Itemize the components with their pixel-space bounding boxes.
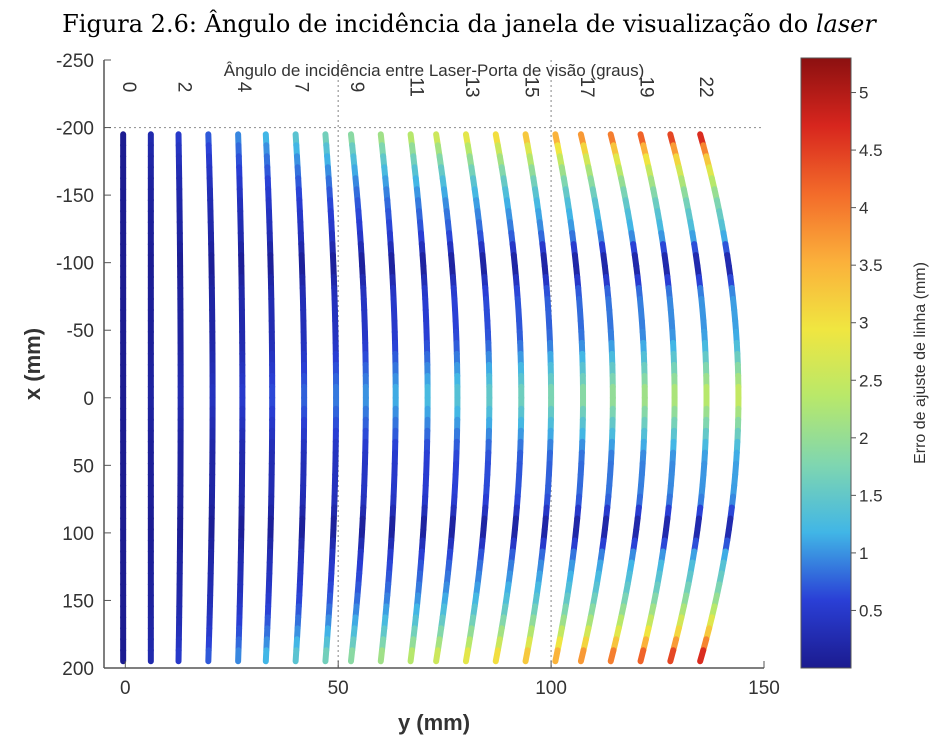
curve-segment: [322, 647, 330, 665]
curve-segment: [407, 647, 415, 665]
curve-15: [552, 131, 587, 665]
curve-label-22: 22: [695, 76, 716, 97]
curve-segment: [462, 647, 471, 665]
curve-20: [697, 131, 742, 665]
curve-label-9: 9: [346, 82, 367, 93]
curve-label-15: 15: [521, 76, 542, 97]
colorbar-tick-label-1.5: 1.5: [859, 486, 883, 505]
figure-caption: Figura 2.6: Ângulo de incidência da jane…: [0, 10, 938, 38]
colorbar-tick-label-3: 3: [859, 314, 868, 333]
curve-segment: [637, 647, 647, 665]
curve-9: [377, 131, 399, 665]
y-tick-label-200: 200: [62, 659, 94, 680]
curve-segment: [552, 647, 561, 665]
y-tick-label-50: 50: [73, 456, 94, 477]
colorbar-tick-label-0.5: 0.5: [859, 601, 883, 620]
curve-segment: [377, 647, 385, 665]
colorbar-label: Erro de ajuste de linha (mm): [912, 262, 929, 464]
curve-7: [322, 131, 340, 665]
curve-segment: [577, 647, 587, 665]
curve-label-13: 13: [461, 76, 482, 97]
x-tick-label-150: 150: [748, 678, 780, 699]
colorbar-tick-label-4: 4: [859, 199, 868, 218]
curve-6: [292, 131, 308, 665]
colorbar-tick-label-2.5: 2.5: [859, 371, 883, 390]
y-tick-label--50: -50: [67, 321, 94, 342]
y-tick-label--200: -200: [56, 119, 94, 140]
curve-14: [522, 131, 555, 665]
curve-segment: [697, 647, 707, 665]
curve-18: [637, 131, 678, 665]
chart-title: Ângulo de incidência entre Laser-Porta d…: [224, 61, 645, 80]
curve-5: [262, 131, 276, 665]
colorbar: 0.5 1 1.5 2 2.5 3 3.5 4 4.5 5: [800, 57, 883, 669]
curve-segment: [522, 647, 531, 665]
colorbar-tick-label-4.5: 4.5: [859, 141, 883, 160]
y-tick-label--150: -150: [56, 186, 94, 207]
curve-labels: 0 2 4 7 9 11 13 15 17 19 22: [118, 76, 716, 97]
x-tick-label-50: 50: [328, 678, 349, 699]
y-tick-label-100: 100: [62, 524, 94, 545]
curve-16: [577, 131, 616, 665]
colorbar-tick-label-3.5: 3.5: [859, 256, 883, 275]
grid-lines: [104, 60, 764, 668]
caption-emphasis: laser: [815, 10, 876, 38]
curve-17: [607, 131, 648, 665]
curve-label-7: 7: [291, 82, 312, 93]
curve-segment: [667, 647, 677, 665]
curve-19: [667, 131, 710, 665]
curve-2: [175, 131, 184, 665]
curve-label-0: 0: [118, 82, 139, 93]
curve-segment: [292, 647, 300, 665]
curve-label-19: 19: [636, 76, 657, 97]
y-tick-label-0: 0: [83, 389, 94, 410]
colorbar-tick-label-5: 5: [859, 84, 868, 103]
curves: [120, 131, 742, 665]
curve-4: [235, 131, 246, 665]
curve-label-2: 2: [174, 82, 195, 93]
curve-label-11: 11: [406, 77, 427, 97]
curve-segment: [607, 647, 617, 665]
curve-segment: [433, 647, 441, 665]
curve-8: [347, 131, 369, 665]
curve-segment: [262, 647, 270, 665]
curve-label-17: 17: [576, 76, 597, 97]
curve-12: [462, 131, 493, 665]
curve-11: [433, 131, 461, 665]
y-tick-label-150: 150: [62, 591, 94, 612]
colorbar-tick-label-1: 1: [859, 544, 868, 563]
x-axis-label: y (mm): [398, 710, 470, 735]
curve-segment: [347, 647, 356, 665]
curve-label-4: 4: [233, 82, 254, 93]
caption-text: Figura 2.6: Ângulo de incidência da jane…: [62, 10, 816, 38]
y-tick-label--100: -100: [56, 254, 94, 275]
curve-10: [407, 131, 431, 665]
colorbar-scale: [800, 57, 852, 669]
curve-segment: [492, 647, 501, 665]
x-tick-label-0: 0: [120, 678, 131, 699]
plot-area: [104, 60, 764, 668]
curve-3: [205, 131, 216, 665]
y-tick-label--250: -250: [56, 51, 94, 72]
y-axis-label: x (mm): [20, 328, 45, 400]
colorbar-tick-label-2: 2: [859, 429, 868, 448]
x-tick-label-100: 100: [535, 678, 567, 699]
curve-13: [492, 131, 525, 665]
